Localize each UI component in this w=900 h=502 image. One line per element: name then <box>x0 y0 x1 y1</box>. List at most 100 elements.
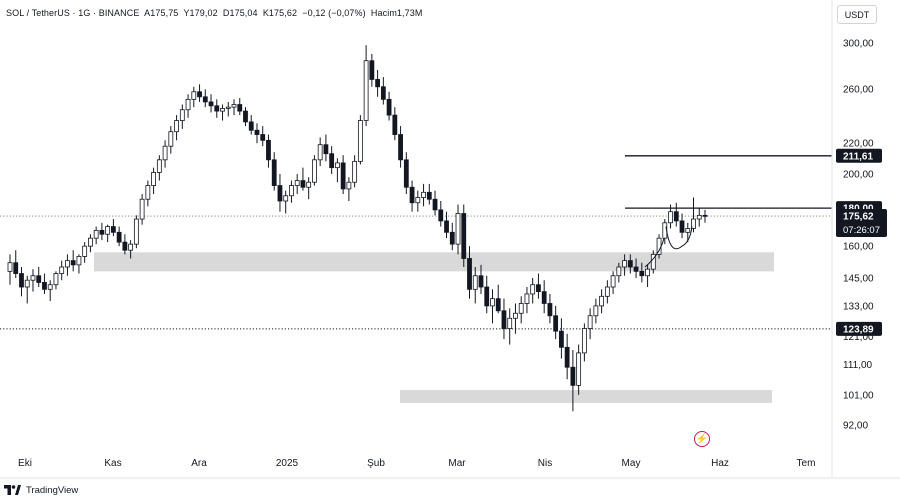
candle-body <box>317 144 323 161</box>
candle-body <box>513 312 518 319</box>
candle <box>329 146 335 175</box>
candle <box>214 99 220 118</box>
candle-body <box>633 266 639 272</box>
candle <box>455 204 461 255</box>
tradingview-logo-icon <box>4 485 21 495</box>
candle-body <box>179 109 185 121</box>
candle <box>65 254 70 276</box>
symbol-label[interactable]: SOL / TetherUS · 1G · BINANCE <box>6 8 140 18</box>
current-price-bg <box>836 209 887 238</box>
candle <box>42 273 47 294</box>
candle <box>88 234 93 253</box>
candle-body <box>438 209 444 222</box>
candle <box>369 53 375 87</box>
candle <box>392 107 398 141</box>
time-tick-label: Mar <box>448 458 466 469</box>
candle-body <box>139 198 145 220</box>
candle-body <box>622 260 627 268</box>
candle <box>467 246 472 299</box>
countdown-label: 07:26:07 <box>843 225 880 236</box>
candle-body <box>461 213 467 259</box>
candle <box>375 69 381 97</box>
candle-body <box>191 91 197 100</box>
candle <box>386 91 392 121</box>
candle-body <box>564 346 570 368</box>
candle <box>513 303 518 334</box>
candle-body <box>312 159 317 183</box>
price-tick-label: 300,00 <box>843 39 874 50</box>
candle-body <box>478 275 484 288</box>
candle <box>243 107 248 127</box>
volume-value: Hacim1,73M <box>370 8 423 18</box>
candle <box>484 275 490 314</box>
candle <box>70 250 76 272</box>
lightning-icon[interactable]: ⚡ <box>694 431 710 447</box>
candle <box>168 126 174 154</box>
candle-body <box>553 315 559 332</box>
time-tick-label: Haz <box>711 458 729 469</box>
current-price-label: 175,62 <box>843 212 874 223</box>
candle-body <box>524 293 530 304</box>
candle <box>334 158 340 183</box>
candle <box>99 222 105 241</box>
candle-body <box>639 270 645 277</box>
candle <box>340 155 346 195</box>
change-value: −0,12 (−0,07%) <box>302 8 366 18</box>
candle-body <box>518 303 524 314</box>
candle-body <box>702 214 708 217</box>
candle-body <box>581 328 587 354</box>
candle-body <box>283 195 289 202</box>
candle-body <box>243 110 248 123</box>
candle-body <box>472 275 478 290</box>
candle-body <box>133 218 139 245</box>
candle <box>59 260 65 281</box>
price-tick-label: 160,00 <box>843 242 874 253</box>
candle-body <box>19 273 24 288</box>
candle-body <box>220 108 225 112</box>
candle-body <box>306 181 312 188</box>
price-badge-label: 211,61 <box>843 151 873 162</box>
candle <box>133 215 139 249</box>
support-zones <box>94 252 774 403</box>
price-tick-label: 111,00 <box>843 360 873 371</box>
candle <box>202 89 208 108</box>
candle <box>415 190 421 212</box>
candle-body <box>530 284 536 295</box>
candle-body <box>214 105 220 112</box>
candle <box>185 94 191 118</box>
candle <box>541 280 547 314</box>
candle-body <box>30 275 36 281</box>
candle-body <box>610 275 616 288</box>
candle <box>300 167 306 191</box>
candle-body <box>484 286 490 307</box>
candle <box>507 308 513 345</box>
price-badge-bg <box>836 321 882 336</box>
candle-body <box>398 134 403 161</box>
candle <box>536 273 541 299</box>
tradingview-footer[interactable]: TradingView <box>4 481 78 499</box>
currency-button[interactable]: USDT <box>837 5 877 24</box>
candle-body <box>421 191 426 198</box>
candle-body <box>76 256 82 266</box>
support-zone <box>94 252 774 272</box>
time-tick-label: Tem <box>797 458 816 469</box>
close-value: K175,62 <box>262 8 298 18</box>
candle <box>610 271 616 294</box>
candle-body <box>266 139 271 161</box>
horizontal-lines <box>0 155 832 330</box>
candle-body <box>289 185 294 197</box>
candle-body <box>93 229 99 239</box>
candle <box>461 204 467 268</box>
price-badge: 211,61 <box>836 148 882 163</box>
time-tick-label: Şub <box>367 458 385 469</box>
candle <box>53 271 59 290</box>
candle <box>7 254 13 285</box>
candle-body <box>455 213 461 245</box>
candle-body <box>248 121 254 131</box>
candle-body <box>277 185 283 202</box>
candle-body <box>53 273 59 286</box>
candle-body <box>501 310 507 329</box>
cup-curve-annotation <box>644 226 693 268</box>
candle <box>283 190 289 214</box>
